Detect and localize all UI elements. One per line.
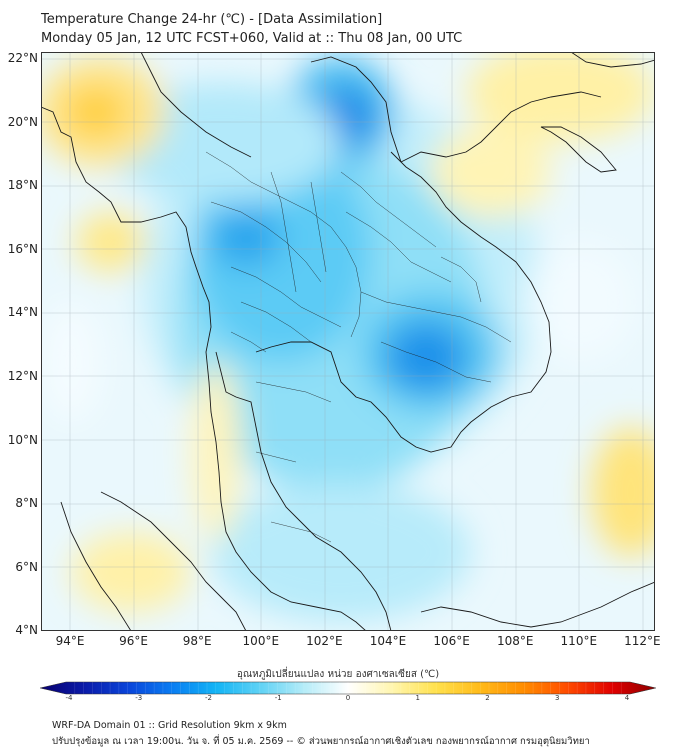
coastlines — [41, 52, 655, 631]
colorbar-tick-label: 3 — [555, 694, 560, 702]
lat-label: 16°N — [7, 241, 38, 256]
colorbar-tick-label: -4 — [65, 694, 73, 702]
lat-label: 14°N — [7, 305, 38, 320]
colorbar-tick-label: -3 — [135, 694, 143, 702]
lat-label: 12°N — [7, 369, 38, 383]
map-frame — [41, 52, 655, 631]
lat-label: 22°N — [7, 51, 38, 65]
lon-label: 110°E — [560, 634, 598, 648]
lat-label: 6°N — [15, 559, 38, 574]
lon-label: 104°E — [369, 634, 407, 648]
lon-label: 106°E — [433, 634, 470, 648]
colorbar-tick-label: 2 — [485, 694, 490, 702]
colorbar-tick-label: 4 — [624, 694, 630, 702]
footer-update-info: ปรับปรุงข้อมูล ณ เวลา 19:00น. วัน จ. ที่… — [52, 736, 590, 747]
lon-label: 112°E — [624, 634, 661, 648]
lat-label: 4°N — [15, 623, 38, 637]
lat-label: 18°N — [7, 178, 38, 193]
graticule — [41, 52, 655, 631]
map-title: Temperature Change 24-hr (℃) - [Data Ass… — [41, 12, 383, 27]
lon-label: 108°E — [496, 634, 534, 648]
lat-label: 10°N — [7, 432, 38, 447]
lon-label: 96°E — [119, 634, 149, 648]
colorbar-title: อุณหภูมิเปลี่ยนแปลง หน่วย องศาเซลเซียส (… — [236, 669, 440, 680]
map-subtitle: Monday 05 Jan, 12 UTC FCST+060, Valid at… — [41, 31, 463, 46]
lat-label: 20°N — [7, 114, 38, 129]
lat-label: 8°N — [15, 496, 38, 511]
colorbar-tick-label: 1 — [415, 694, 420, 702]
admin-boundaries — [205, 151, 512, 543]
colorbar-tick-label: -1 — [274, 694, 282, 702]
lon-label: 100°E — [242, 634, 280, 648]
footer-model-info: WRF-DA Domain 01 :: Grid Resolution 9km … — [52, 720, 287, 731]
lon-label: 102°E — [306, 634, 343, 648]
colorbar-tick-label: 0 — [345, 694, 351, 702]
temperature-field — [41, 52, 655, 622]
temperature-change-map — [41, 52, 655, 631]
lon-label: 94°E — [55, 634, 85, 648]
colorbar-tick-label: -2 — [205, 694, 212, 702]
lon-label: 98°E — [182, 634, 212, 648]
